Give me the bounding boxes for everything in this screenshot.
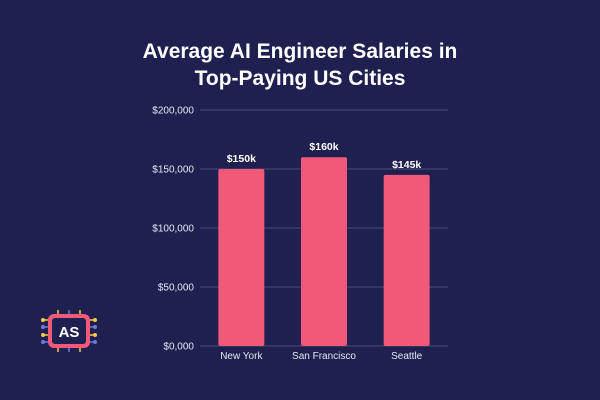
y-axis-ticks: $0,000 $50,000 $100,000 $150,000 $200,000 (152, 106, 194, 353)
x-category-label: Seattle (391, 351, 423, 362)
data-labels: $150k $160k $145k (227, 141, 422, 171)
x-category-label: San Francisco (292, 351, 356, 362)
bar (301, 157, 347, 346)
bar (383, 174, 430, 346)
bars (218, 157, 430, 346)
x-category-label: New York (220, 351, 263, 362)
bar (218, 169, 265, 346)
y-tick-label: $100,000 (152, 224, 194, 235)
data-label: $150k (227, 153, 256, 165)
chart-title-line-2: Top-Paying US Cities (194, 67, 406, 90)
y-tick-label: $150,000 (152, 165, 194, 176)
chart-title: Average AI Engineer Salaries in Top-Payi… (0, 38, 600, 92)
y-tick-label: $200,000 (152, 106, 194, 117)
y-tick-label: $0,000 (163, 342, 194, 353)
data-label: $145k (392, 159, 421, 171)
chart-title-line-1: Average AI Engineer Salaries in (142, 40, 458, 63)
as-logo: AS (40, 310, 98, 352)
x-axis-categories: New York San Francisco Seattle (220, 351, 422, 362)
as-logo-chip-icon: AS (41, 310, 97, 352)
y-tick-label: $50,000 (158, 283, 195, 294)
logo-text: AS (59, 324, 80, 341)
data-label: $160k (309, 141, 338, 153)
